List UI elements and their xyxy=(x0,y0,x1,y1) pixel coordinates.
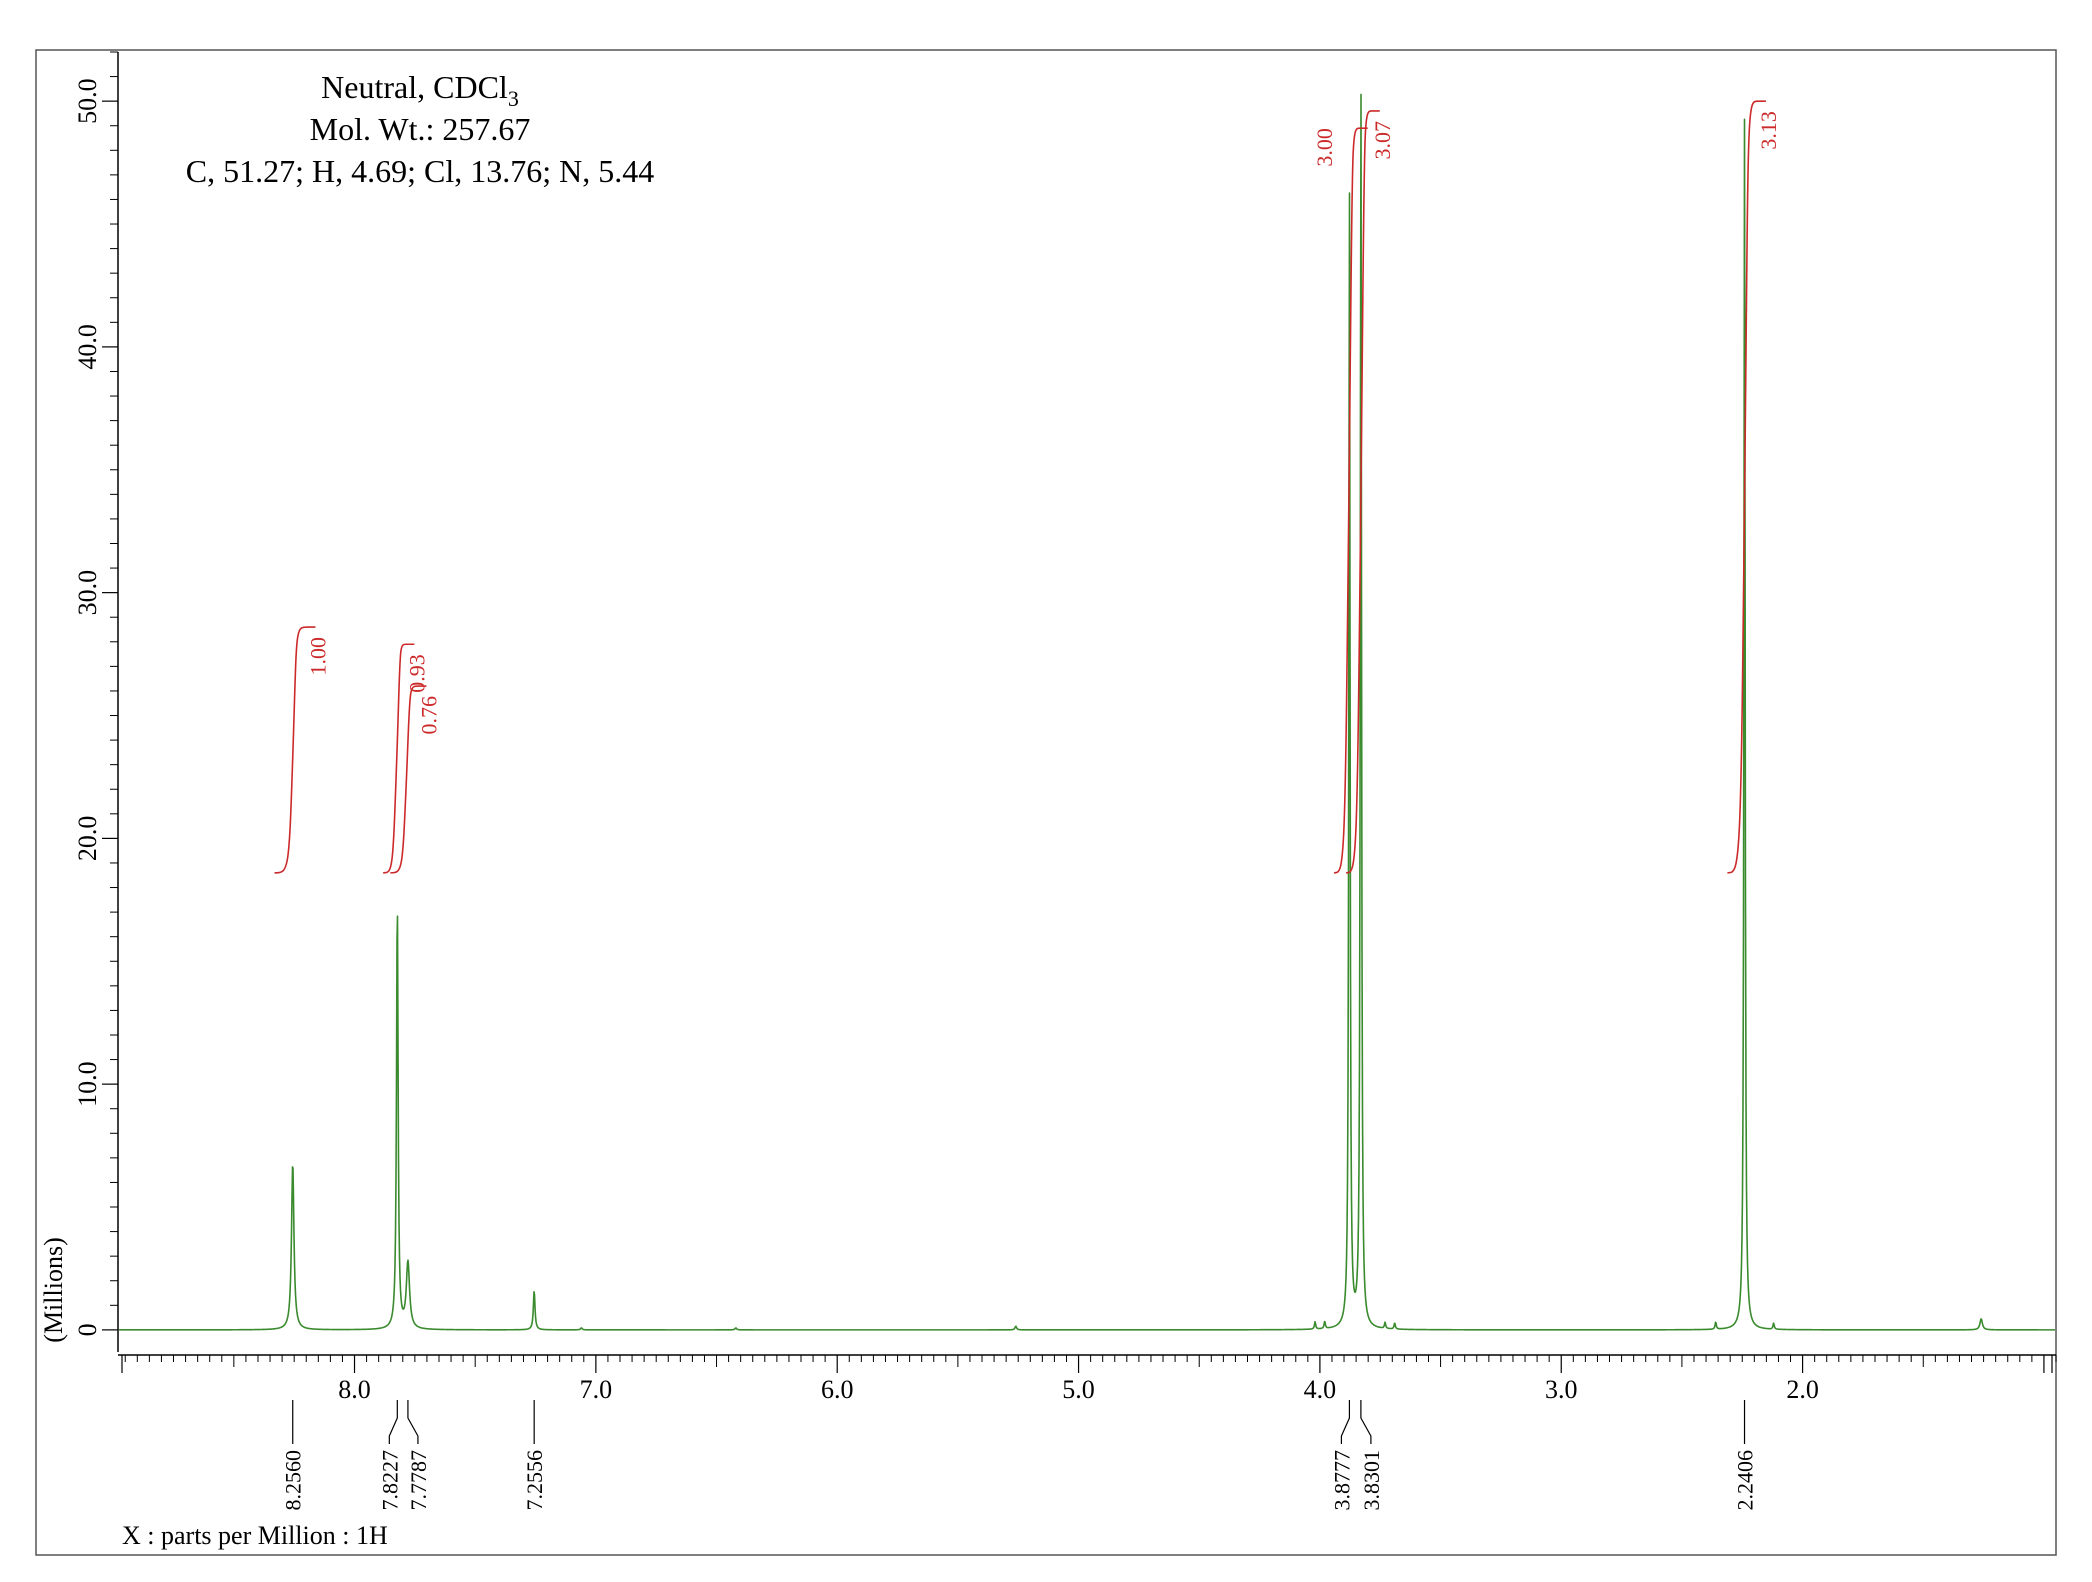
peak-shift-label: 3.8777 xyxy=(1329,1450,1354,1511)
sample-info-line-3: C, 51.27; H, 4.69; Cl, 13.76; N, 5.44 xyxy=(186,153,654,189)
integral-curve xyxy=(1727,100,1766,874)
x-tick-label: 4.0 xyxy=(1304,1375,1337,1404)
x-tick-label: 6.0 xyxy=(821,1375,854,1404)
y-tick-label: 0 xyxy=(73,1323,102,1336)
integral-value-label: 1.00 xyxy=(305,637,330,676)
y-tick-label: 50.0 xyxy=(73,78,102,124)
peak-leader-line xyxy=(388,1400,398,1444)
x-tick-label: 7.0 xyxy=(580,1375,613,1404)
peak-shift-label: 7.2556 xyxy=(522,1450,547,1511)
y-tick-label: 10.0 xyxy=(73,1061,102,1107)
y-tick-label: 30.0 xyxy=(73,570,102,616)
peak-shift-label: 7.8227 xyxy=(377,1450,402,1511)
integral-value-label: 0.76 xyxy=(416,696,441,735)
peak-shift-label: 2.2406 xyxy=(1733,1450,1758,1511)
sample-info-line-1-main: Neutral, CDCl xyxy=(321,69,508,105)
sample-info-line-1: Neutral, CDCl3 xyxy=(321,69,519,111)
y-tick-label: 20.0 xyxy=(73,816,102,862)
sample-info-block: Neutral, CDCl3 Mol. Wt.: 257.67 C, 51.27… xyxy=(186,69,654,189)
peak-labels: 8.2560 7.8227 7.7787 7.2556 3.8777 3.8301 2.24… xyxy=(281,1400,1758,1511)
spectrum-trace xyxy=(118,93,2056,1331)
integral-curve xyxy=(390,685,427,874)
integral-curves: 1.00 0.93 0.76 3.00 3.07 3.13 xyxy=(274,100,1781,874)
peak-leader-line xyxy=(1360,1400,1372,1444)
peak-leader-line xyxy=(407,1400,419,1444)
x-axis-ticks: 8.0 7.0 6.0 5.0 4.0 3.0 2.0 xyxy=(121,1355,2057,1404)
integral-curve xyxy=(1334,127,1368,874)
x-axis-title: X : parts per Million : 1H xyxy=(122,1521,388,1550)
x-tick-label: 3.0 xyxy=(1545,1375,1578,1404)
chart-frame xyxy=(35,49,2057,1556)
integral-value-label: 3.00 xyxy=(1312,128,1337,167)
peak-shift-label: 7.7787 xyxy=(406,1450,431,1511)
x-tick-label: 8.0 xyxy=(338,1375,371,1404)
sample-info-line-2: Mol. Wt.: 257.67 xyxy=(310,111,531,147)
integral-value-label: 0.93 xyxy=(404,654,429,693)
y-tick-label: 40.0 xyxy=(73,324,102,370)
x-tick-label: 2.0 xyxy=(1786,1375,1819,1404)
peak-shift-label: 8.2560 xyxy=(281,1450,306,1511)
integral-curve xyxy=(383,643,415,874)
y-axis-ticks: 0 10.0 20.0 30.0 40.0 50.0 xyxy=(73,51,118,1336)
sample-info-subscript: 3 xyxy=(508,86,519,111)
y-axis-title: (Millions) xyxy=(39,1237,68,1342)
integral-value-label: 3.13 xyxy=(1756,111,1781,150)
integral-curve xyxy=(1346,110,1380,874)
peak-leader-line xyxy=(1340,1400,1351,1444)
integral-curve xyxy=(274,626,316,874)
x-tick-label: 5.0 xyxy=(1062,1375,1095,1404)
peak-shift-label: 3.8301 xyxy=(1359,1450,1384,1511)
integral-value-label: 3.07 xyxy=(1370,121,1395,160)
